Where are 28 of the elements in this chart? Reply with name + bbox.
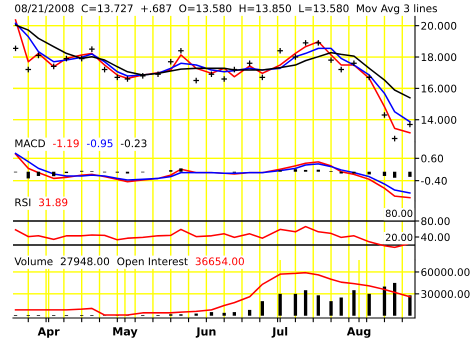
ref-line-label: 20.00 [386,234,412,242]
chart-title: 08/21/2008 C=13.727 +.687 O=13.580 H=13.850 L=13.580 Mov Avg 3 lines [15,4,437,14]
x-tick-label: Jul [272,327,288,338]
text: 36654.00 [196,257,244,266]
y-tick-label: -0.40 [421,176,447,185]
text: -0.95 [86,139,112,148]
y-tick-label: 14.000 [422,116,456,124]
x-tick-label: Jun [196,327,216,338]
y-tick-label: 16.000 [422,84,456,92]
y-tick-label: 30000.00 [421,290,470,298]
x-tick-label: Apr [38,327,60,338]
text: 27948.00 [60,257,110,266]
text: 31.89 [39,198,68,206]
x-tick-label: Aug [346,327,370,338]
ref-line-label: 80.00 [386,210,412,218]
y-tick-label: 0.60 [421,154,444,162]
chart-title: Volume [14,257,53,266]
text: -1.19 [53,139,79,148]
chart-title: MACD [15,139,45,148]
y-tick-label: 60000.00 [421,268,470,276]
y-tick-label: 18.000 [422,53,456,62]
annotation: Open Interest [117,257,188,268]
x-tick-label: May [113,327,138,338]
text: -0.23 [120,139,146,148]
chart-title: RSI [15,198,30,206]
y-tick-label: 40.00 [421,233,450,242]
y-tick-label: 20.000 [421,22,456,30]
y-tick-label: 80.00 [421,217,450,226]
